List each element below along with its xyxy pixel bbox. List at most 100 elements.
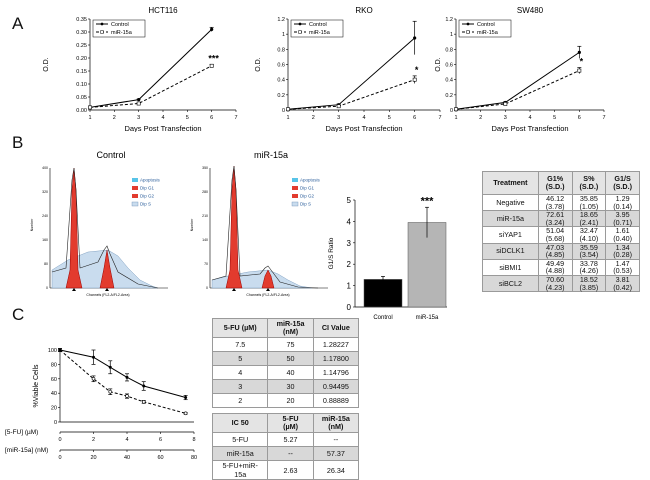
y-tick-label: 0.2 — [277, 93, 285, 99]
x-tick-label: 7 — [602, 115, 605, 121]
table-header: miR-15a (nM) — [267, 318, 314, 338]
table-cell: 46.12 (3.78) — [537, 193, 573, 212]
x-tick-label: 4 — [161, 115, 164, 121]
x-tick-label: 3 — [504, 115, 507, 121]
x-tick-label: 4 — [125, 437, 128, 443]
x-axis-label: Days Post Transfection — [491, 124, 568, 132]
table-cell: 57.37 — [312, 446, 360, 461]
panel-label-a: A — [12, 14, 24, 33]
table-header: Treatment — [482, 171, 539, 195]
table-cell: 51.04 (5.68) — [537, 226, 573, 244]
series-line-control — [455, 51, 580, 110]
flow-legend-g1: Dip G1 — [140, 186, 155, 191]
table-cell: 50 — [267, 351, 314, 366]
y-axis-label: G1/S Ratio — [328, 237, 335, 269]
x-tick-label: 3 — [137, 115, 140, 121]
x-tick-label: 2 — [113, 115, 116, 121]
legend-marker-control — [466, 22, 470, 26]
y-tick-label: 60 — [51, 377, 57, 383]
table-cell: 0.88889 — [312, 393, 360, 408]
point-control — [413, 36, 417, 40]
flow-legend-g1-swatch — [132, 186, 138, 190]
flow-control-ytick: 320 — [42, 190, 48, 194]
y-tick-label: 0.10 — [76, 82, 87, 88]
flow-mir15a-ytick: 70 — [204, 262, 208, 266]
table-cell: 5-FU — [211, 432, 269, 447]
legend-marker-mir15a — [100, 30, 104, 34]
significance-marker: * — [580, 57, 584, 67]
legend-label-control: Control — [111, 22, 129, 28]
flow-control-title: Control — [96, 150, 125, 160]
table-cell: 5-FU+miR- 15a — [211, 460, 269, 480]
x-tick-label: 1 — [88, 115, 91, 121]
flow-mir15a-ytick: 350 — [202, 166, 208, 170]
table-cell: 3 — [211, 379, 269, 394]
table-cell: 1.17800 — [312, 351, 360, 366]
table-cell: siBCL2 — [482, 274, 539, 293]
sw480-growth-chart: SW480 0 0.2 0.4 0.6 0.8 1 1.2 1 2 3 4 5 6 7 Days Post T… — [435, 6, 606, 132]
flow-mir15a-title: miR-15a — [254, 150, 288, 160]
y-tick-label: 0.6 — [277, 63, 285, 69]
flow-control-ytick: 0 — [46, 286, 48, 290]
table-cell: miR-15a — [211, 446, 269, 461]
x-tick-label: 0 — [58, 437, 61, 443]
y-tick-label: 40 — [51, 391, 57, 397]
x-axis-label: [miR-15a] (nM) — [5, 447, 48, 454]
x-tick-label: 1 — [286, 115, 289, 121]
y-tick-label: 1 — [347, 282, 352, 291]
x-tick-label: 80 — [191, 455, 197, 461]
y-tick-label: 20 — [51, 406, 57, 412]
x-tick-label: 1 — [454, 115, 457, 121]
flow-legend-s: Dip S — [140, 202, 151, 207]
legend-label-mir15a: miR-15a — [309, 30, 331, 36]
series-line-mir15a — [455, 70, 580, 110]
y-tick-label: 0.6 — [445, 63, 453, 69]
point-mir15a — [336, 104, 341, 109]
point-combo — [91, 376, 96, 381]
series-line-control — [89, 29, 213, 108]
table-header: G1/S (S.D.) — [605, 171, 640, 195]
point-mir15a — [503, 102, 508, 106]
significance-marker: *** — [421, 195, 435, 207]
flow-legend-g1-swatch — [292, 186, 298, 190]
table-row: 4 40 1.14796 — [211, 365, 360, 380]
ci-table: 5-FU (µM) miR-15a (nM) CI Value 7.5 75 1.2822… — [211, 318, 360, 480]
x-tick-label: miR-15a — [416, 315, 439, 321]
y-tick-label: 0.4 — [445, 78, 453, 84]
flow-mir15a-ytick: 140 — [202, 238, 208, 242]
flow-mir15a-xaxis: Channels (FL2-A/FL2-Area) — [246, 293, 289, 297]
point-fu — [108, 365, 112, 369]
point-combo — [108, 389, 113, 394]
table-cell: 70.60 (4.23) — [537, 274, 573, 293]
y-tick-label: 3 — [347, 239, 352, 248]
table-header: CI Value — [312, 318, 360, 338]
y-tick-label: 0 — [54, 420, 57, 426]
y-tick-label: 1 — [450, 32, 453, 38]
x-tick-label: 2 — [312, 115, 315, 121]
y-tick-label: 0.4 — [277, 78, 285, 84]
table-header: S% (S.D.) — [571, 171, 607, 195]
x-tick-label: 6 — [159, 437, 162, 443]
x-tick-label: 2 — [479, 115, 482, 121]
x-axis-label: Days Post Transfection — [325, 124, 402, 132]
point-mir15a — [577, 68, 582, 73]
y-tick-label: 0.8 — [445, 47, 453, 53]
y-tick-label: 0.8 — [277, 47, 285, 53]
x-tick-label: 5 — [553, 115, 556, 121]
legend-label-mir15a: miR-15a — [111, 30, 133, 36]
legend-label-mir15a: miR-15a — [477, 30, 499, 36]
flow-histogram-control: Control Number 0 80 160 240 320 400 Chan… — [30, 150, 168, 297]
g1s-ratio-bar-chart: 0 1 2 3 4 5 G1/S Ratio Control miR-15a *** — [328, 195, 447, 321]
point-control — [210, 27, 214, 31]
series-line-control — [287, 37, 415, 110]
point-mir15a — [286, 107, 290, 112]
y-tick-label: 4 — [347, 217, 352, 226]
table-cell: 1.28227 — [312, 337, 360, 352]
table-header: IC 50 — [211, 413, 269, 433]
y-axis-label: O.D. — [43, 57, 50, 71]
x-tick-label: 3 — [337, 115, 340, 121]
point-fu — [58, 348, 62, 352]
significance-marker: * — [415, 65, 419, 75]
table-cell: 1.61 (0.40) — [605, 226, 640, 244]
